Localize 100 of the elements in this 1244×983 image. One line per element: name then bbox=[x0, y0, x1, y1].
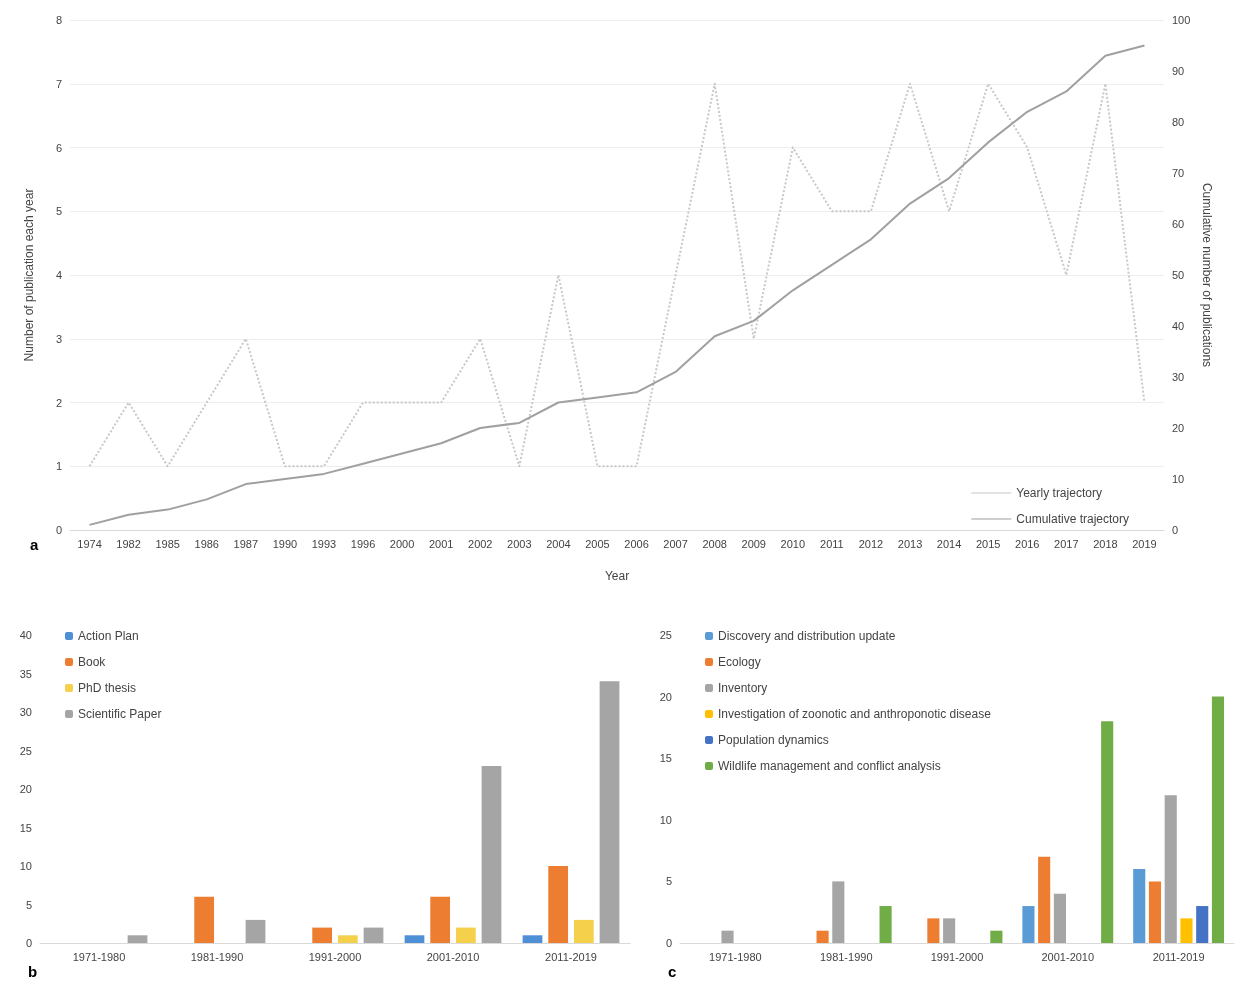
y2-tick-label: 40 bbox=[1172, 320, 1185, 332]
x-axis-title: Year bbox=[604, 569, 630, 583]
legend-label: PhD thesis bbox=[78, 681, 137, 695]
x-tick-label: 1987 bbox=[233, 537, 259, 550]
bar bbox=[1038, 856, 1051, 943]
y-tick-label: 3 bbox=[55, 332, 62, 345]
bar bbox=[573, 919, 594, 943]
y-tick-label: 25 bbox=[19, 744, 32, 757]
y-tick-label: 6 bbox=[55, 141, 62, 154]
bar bbox=[1101, 721, 1114, 943]
bar bbox=[927, 918, 940, 943]
x-tick-label: 2000 bbox=[389, 537, 415, 550]
x-tick-label: 2014 bbox=[936, 537, 962, 550]
x-tick-label: 2015 bbox=[975, 537, 1001, 550]
y-tick-label: 0 bbox=[665, 937, 672, 949]
x-tick-label: 1990 bbox=[272, 537, 298, 550]
y-tick-label: 5 bbox=[55, 205, 62, 218]
legend-label: Population dynamics bbox=[718, 733, 829, 747]
y-tick-label: 0 bbox=[25, 937, 32, 949]
bar bbox=[404, 935, 425, 943]
y2-tick-label: 0 bbox=[1172, 524, 1179, 536]
y-tick-label: 10 bbox=[659, 813, 672, 826]
bar bbox=[522, 935, 543, 943]
bar bbox=[455, 927, 476, 943]
bar bbox=[481, 765, 502, 943]
y-tick-label: 15 bbox=[19, 821, 32, 834]
legend-label: Scientific Paper bbox=[78, 707, 162, 721]
text: b bbox=[28, 963, 38, 980]
x-tick-label: 2011 bbox=[820, 537, 844, 550]
legend-label: Wildlife management and conflict analysis bbox=[718, 759, 941, 773]
bar bbox=[312, 927, 333, 943]
y2-axis-title: Cumulative number of publications bbox=[1200, 182, 1215, 368]
bar bbox=[990, 930, 1003, 943]
x-tick-label: 2004 bbox=[546, 537, 571, 550]
x-tick-label: 2011-2019 bbox=[545, 950, 597, 963]
legend-label: Inventory bbox=[718, 681, 768, 695]
y-tick-label: 20 bbox=[19, 783, 32, 795]
bar bbox=[430, 896, 451, 943]
x-tick-label: 2017 bbox=[1054, 537, 1079, 550]
x-tick-label: 2001-2010 bbox=[1041, 950, 1095, 963]
bar bbox=[599, 681, 620, 943]
y2-tick-label: 60 bbox=[1172, 218, 1185, 230]
y-tick-label: 25 bbox=[659, 629, 672, 641]
y2-tick-label: 70 bbox=[1172, 167, 1185, 179]
y-tick-label: 2 bbox=[55, 396, 62, 409]
bar bbox=[879, 906, 892, 943]
x-tick-label: 2019 bbox=[1132, 537, 1157, 550]
y-tick-label: 5 bbox=[25, 898, 32, 911]
bar bbox=[816, 930, 829, 943]
x-tick-label: 1986 bbox=[194, 537, 219, 550]
bar bbox=[1211, 696, 1225, 943]
bar bbox=[1148, 881, 1162, 943]
x-tick-label: 1981-1990 bbox=[819, 950, 873, 963]
x-tick-label: 1981-1990 bbox=[190, 950, 244, 963]
x-tick-label: 1971-1980 bbox=[709, 950, 762, 963]
y2-tick-label: 90 bbox=[1172, 65, 1185, 77]
y2-tick-label: 30 bbox=[1172, 371, 1185, 383]
y-tick-label: 40 bbox=[19, 629, 32, 641]
y-tick-label: 8 bbox=[55, 14, 62, 26]
y2-tick-label: 100 bbox=[1172, 14, 1191, 26]
x-tick-label: 2010 bbox=[780, 537, 806, 550]
y-axis-title: Number of publication each year bbox=[22, 188, 36, 362]
x-tick-label: 2013 bbox=[897, 537, 923, 550]
bar bbox=[721, 930, 734, 943]
bar bbox=[1133, 869, 1146, 943]
x-tick-label: 1991-2000 bbox=[930, 950, 984, 963]
y-tick-label: 15 bbox=[659, 752, 672, 765]
legend-label: Ecology bbox=[718, 655, 761, 669]
bar bbox=[127, 935, 148, 943]
bar bbox=[832, 881, 845, 943]
x-tick-label: 2018 bbox=[1093, 537, 1118, 550]
x-tick-label: 1985 bbox=[155, 537, 180, 550]
legend-label: Investigation of zoonotic and anthroponotic disease bbox=[718, 707, 992, 721]
x-tick-label: 2012 bbox=[858, 537, 884, 550]
x-tick-label: 2008 bbox=[702, 537, 727, 550]
y2-tick-label: 80 bbox=[1172, 116, 1185, 128]
line-series bbox=[88, 44, 1146, 526]
x-tick-label: 1974 bbox=[77, 537, 102, 550]
legend-label: Yearly trajectory bbox=[1016, 486, 1102, 500]
x-tick-label: 2009 bbox=[741, 537, 766, 550]
bar bbox=[1053, 893, 1066, 943]
y-tick-label: 10 bbox=[19, 860, 32, 872]
y-tick-label: 1 bbox=[55, 460, 62, 473]
legend-label: Book bbox=[78, 655, 107, 669]
bar bbox=[548, 866, 569, 943]
x-tick-label: 2001-2010 bbox=[426, 950, 480, 963]
bar bbox=[1164, 795, 1177, 943]
bar bbox=[1180, 918, 1193, 943]
x-tick-label: 2005 bbox=[585, 537, 610, 550]
y-tick-label: 4 bbox=[55, 269, 62, 281]
bar bbox=[194, 896, 215, 943]
x-tick-label: 2001 bbox=[428, 537, 454, 550]
text: c bbox=[668, 963, 677, 980]
x-tick-label: 2007 bbox=[663, 537, 688, 550]
x-tick-label: 2006 bbox=[624, 537, 649, 550]
y-tick-label: 0 bbox=[55, 524, 62, 536]
x-tick-label: 1971-1980 bbox=[72, 950, 126, 963]
bar bbox=[363, 927, 384, 943]
x-tick-label: 1991-2000 bbox=[308, 950, 362, 963]
bar bbox=[1196, 906, 1209, 943]
